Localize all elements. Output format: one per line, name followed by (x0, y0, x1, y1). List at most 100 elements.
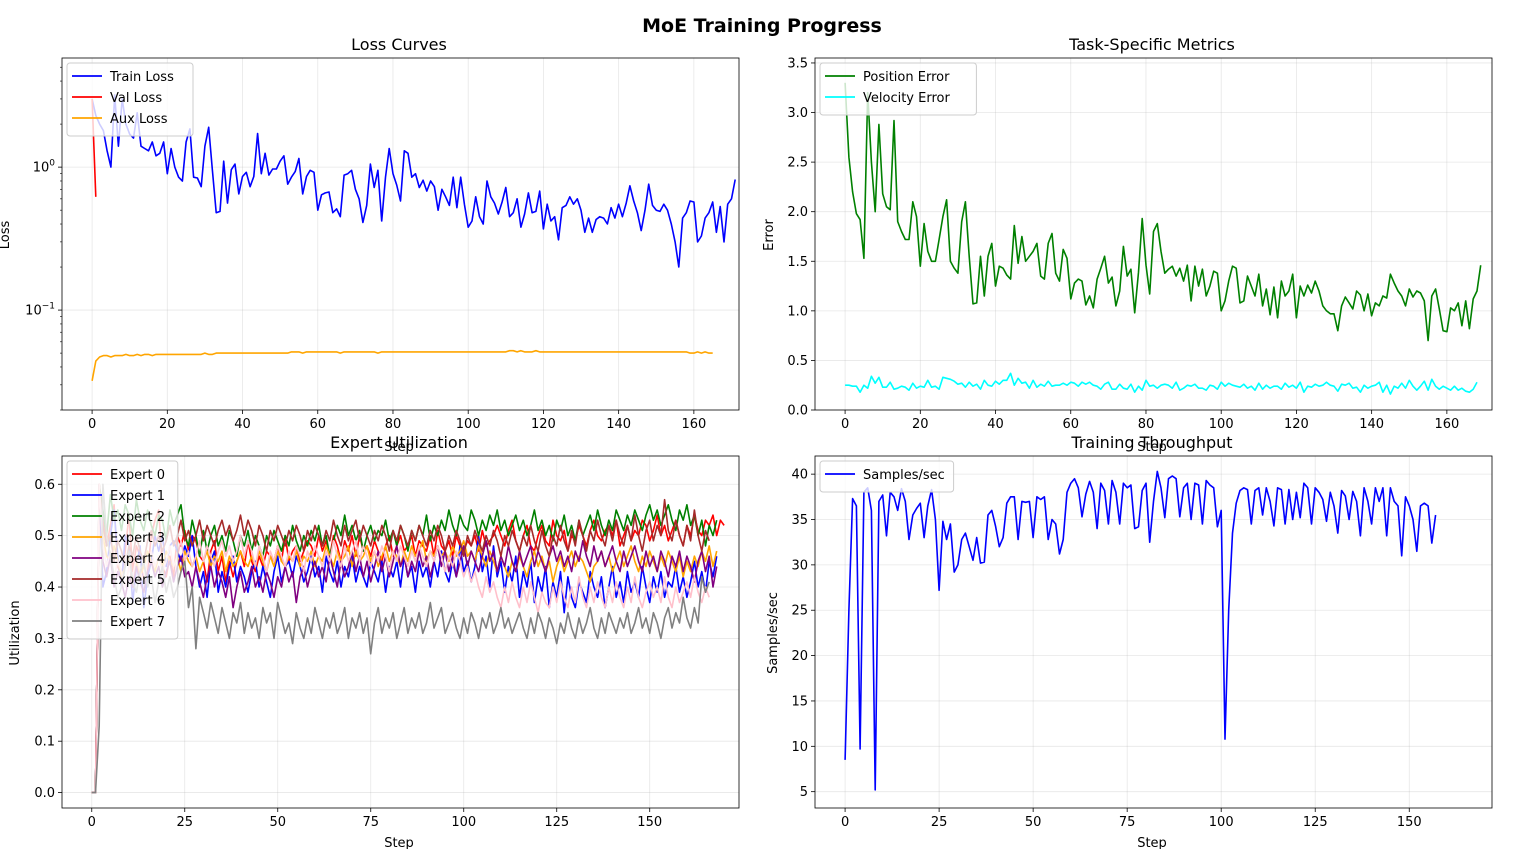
throughput-x-tick-label: 75 (1119, 815, 1136, 830)
expert-legend-label: Expert 6 (110, 594, 165, 609)
throughput-series-group (844, 470, 1437, 791)
task-y-tick-label: 3.5 (787, 56, 808, 71)
loss-y-tick-label: 10−1 (25, 302, 55, 319)
loss-panel: Loss Curves Step Loss 0 20 40 60 80 100 120 140… (0, 35, 740, 455)
loss-axes-frame (61, 57, 740, 411)
task-y-axis-label: Error (762, 219, 777, 251)
task-x-tick-label: 60 (1062, 417, 1079, 432)
expert-legend-label: Expert 5 (110, 573, 165, 588)
throughput-x-tick-label: 100 (1209, 815, 1234, 830)
throughput-y-tick-label: 15 (791, 694, 808, 709)
throughput-x-tick-label: 25 (931, 815, 948, 830)
figure-title: MoE Training Progress (642, 15, 882, 37)
task-y-tick-label: 0.5 (787, 354, 808, 369)
task-x-axis-label: Step (1137, 440, 1167, 455)
task-ticks: 0 20 40 60 80 100 120 140 160 0.0 0.5 1.0 1.5 2.0 2.5 3… (787, 56, 1459, 432)
throughput-y-tick-label: 20 (791, 649, 808, 664)
throughput-x-tick-label: 125 (1303, 815, 1328, 830)
loss-y-tick-label: 100 (33, 159, 56, 176)
task-x-tick-label: 20 (912, 417, 929, 432)
throughput-grid (815, 456, 1492, 808)
expert-legend: Expert 0 Expert 1 Expert 2 Expert 3 Expert 4… (66, 460, 179, 640)
loss-y-tick-exponent: 0 (49, 159, 55, 169)
loss-y-tick-exponent: −1 (42, 302, 55, 312)
expert-line-expert-7 (91, 483, 710, 794)
throughput-y-tick-label: 10 (791, 740, 808, 755)
loss-x-tick-label: 0 (88, 417, 96, 432)
task-x-tick-label: 140 (1359, 417, 1384, 432)
expert-y-tick-label: 0.4 (34, 581, 55, 596)
throughput-x-tick-label: 0 (841, 815, 849, 830)
expert-y-axis-label: Utilization (8, 600, 23, 665)
throughput-x-tick-label: 150 (1397, 815, 1422, 830)
throughput-axes-frame (814, 455, 1493, 809)
throughput-ticks: 0 25 50 75 100 125 150 5 10 15 20 25 30 35 40 (791, 468, 1421, 830)
expert-x-tick-label: 75 (362, 815, 379, 830)
task-legend-label: Velocity Error (863, 91, 950, 106)
task-y-tick-label: 1.0 (787, 304, 808, 319)
loss-x-tick-label: 100 (456, 417, 481, 432)
throughput-panel-title: Training Throughput (1070, 433, 1232, 452)
task-x-tick-label: 0 (841, 417, 849, 432)
throughput-line-samples-sec (844, 470, 1437, 791)
throughput-x-axis-label: Step (1137, 836, 1167, 849)
task-y-tick-label: 0.0 (787, 404, 808, 419)
expert-x-tick-label: 125 (544, 815, 569, 830)
expert-legend-label: Expert 2 (110, 510, 165, 525)
throughput-x-tick-label: 50 (1025, 815, 1042, 830)
expert-y-tick-label: 0.6 (34, 478, 55, 493)
expert-x-tick-label: 0 (88, 815, 96, 830)
task-y-tick-label: 1.5 (787, 255, 808, 270)
expert-y-tick-label: 0.3 (34, 632, 55, 647)
expert-y-tick-label: 0.2 (34, 683, 55, 698)
task-line-velocity-error (845, 372, 1478, 395)
throughput-legend: Samples/sec (819, 460, 955, 493)
task-x-tick-label: 40 (987, 417, 1004, 432)
expert-legend-label: Expert 1 (110, 489, 165, 504)
throughput-y-tick-label: 25 (791, 604, 808, 619)
expert-y-tick-label: 0.5 (34, 529, 55, 544)
task-x-tick-label: 160 (1434, 417, 1459, 432)
loss-panel-title: Loss Curves (351, 35, 447, 54)
expert-legend-box (66, 460, 179, 640)
expert-x-tick-label: 150 (637, 815, 662, 830)
throughput-legend-label: Samples/sec (863, 468, 945, 483)
task-x-tick-label: 100 (1209, 417, 1234, 432)
expert-legend-label: Expert 0 (110, 468, 165, 483)
task-legend-label: Position Error (863, 70, 950, 85)
task-y-tick-label: 2.5 (787, 156, 808, 171)
loss-x-tick-label: 60 (309, 417, 326, 432)
loss-x-tick-label: 80 (385, 417, 402, 432)
loss-legend-label: Aux Loss (110, 112, 168, 127)
loss-legend: Train Loss Val Loss Aux Loss (66, 62, 194, 137)
expert-legend-label: Expert 3 (110, 531, 165, 546)
loss-y-axis-label: Loss (0, 221, 13, 250)
loss-x-tick-label: 40 (234, 417, 251, 432)
loss-series-group (91, 94, 736, 381)
expert-panel: Expert Utilization Step Utilization 0 25 5… (8, 433, 740, 849)
task-x-tick-label: 80 (1138, 417, 1155, 432)
task-panel-title: Task-Specific Metrics (1068, 35, 1235, 54)
expert-x-tick-label: 100 (451, 815, 476, 830)
expert-x-tick-label: 25 (176, 815, 193, 830)
expert-panel-title: Expert Utilization (330, 433, 468, 452)
expert-y-tick-label: 0.1 (34, 735, 55, 750)
expert-y-tick-label: 0.0 (34, 786, 55, 801)
loss-legend-label: Train Loss (109, 70, 174, 85)
task-axes-frame (814, 57, 1493, 411)
throughput-legend-box (819, 460, 955, 493)
expert-axes-frame (61, 455, 740, 809)
throughput-panel: Training Throughput Step Samples/sec 0 25… (766, 433, 1493, 849)
loss-line-aux-loss (91, 349, 713, 381)
loss-x-axis-label: Step (384, 440, 414, 455)
expert-legend-label: Expert 4 (110, 552, 165, 567)
task-y-tick-label: 3.0 (787, 106, 808, 121)
task-legend: Position Error Velocity Error (819, 62, 977, 116)
expert-x-axis-label: Step (384, 836, 414, 849)
throughput-y-axis-label: Samples/sec (766, 592, 781, 674)
task-y-tick-label: 2.0 (787, 205, 808, 220)
expert-series-group (91, 483, 725, 794)
loss-x-tick-label: 140 (606, 417, 631, 432)
throughput-y-tick-label: 5 (800, 785, 808, 800)
